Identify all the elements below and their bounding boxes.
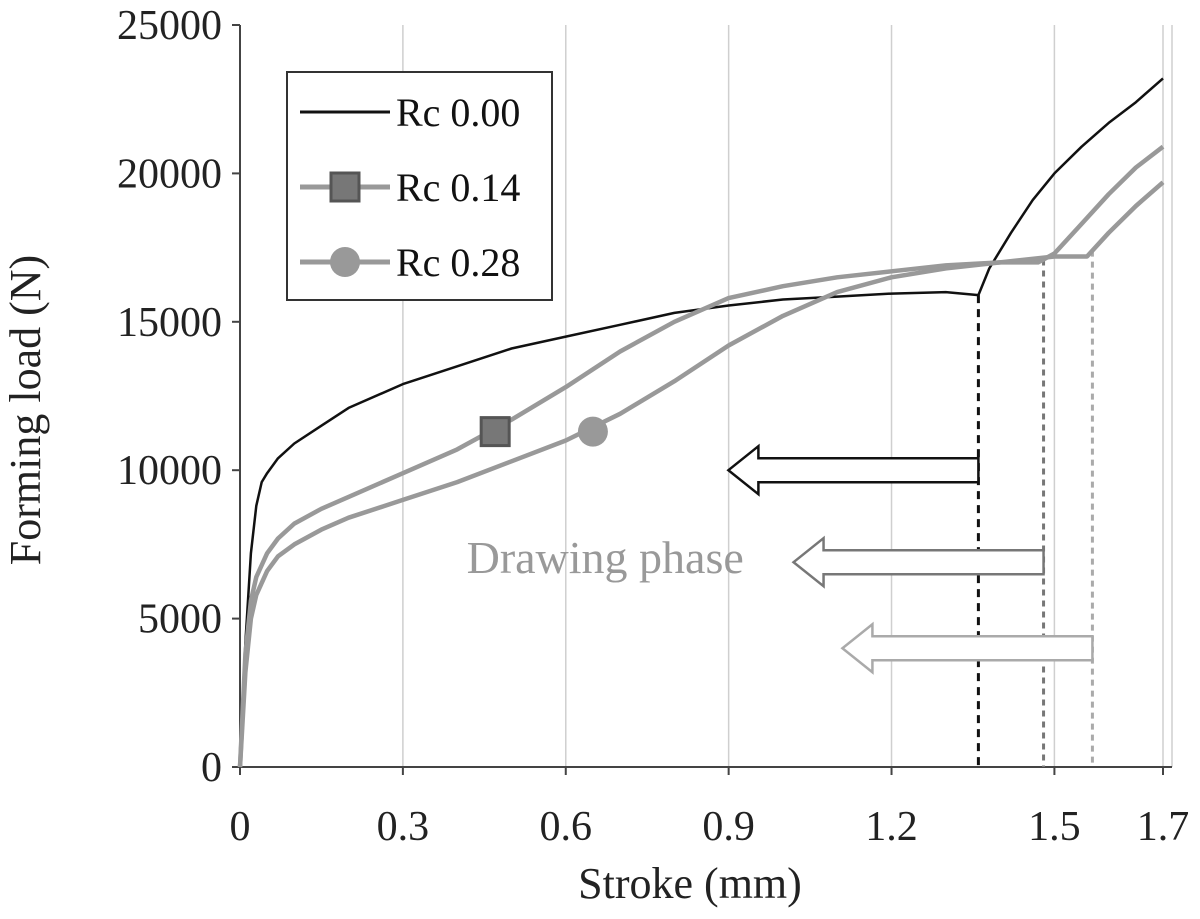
legend: Rc 0.00 Rc 0.14 Rc 0.28 (286, 71, 553, 301)
legend-label: Rc 0.00 (396, 90, 520, 135)
x-tick-label: 0 (230, 804, 251, 850)
legend-label: Rc 0.28 (396, 240, 520, 285)
y-tick-label: 20000 (117, 151, 222, 197)
axes (239, 25, 1172, 768)
y-tick-labels: 0 5000 10000 15000 20000 25000 (117, 3, 240, 791)
x-tick-label: 1.7 (1137, 804, 1190, 850)
x-axis-title: Stroke (mm) (578, 859, 802, 908)
y-tick-label: 5000 (138, 597, 222, 643)
left-arrow-icon (791, 535, 1045, 589)
drawing-phase-arrows (726, 443, 1094, 675)
left-arrow-icon (840, 621, 1094, 675)
y-tick-label: 25000 (117, 3, 222, 49)
x-tick-labels: 0 0.3 0.6 0.9 1.2 1.5 1.7 (230, 767, 1190, 850)
x-tick-label: 0.9 (702, 804, 755, 850)
square-marker (479, 416, 511, 448)
legend-entry-rc-000: Rc 0.00 (300, 90, 520, 135)
series-markers (479, 416, 608, 448)
x-tick-label: 1.5 (1028, 804, 1081, 850)
x-tick-label: 0.3 (377, 804, 430, 850)
series-line (238, 77, 1164, 768)
legend-entry-rc-014: Rc 0.14 (300, 165, 520, 210)
legend-entry-rc-028: Rc 0.28 (300, 240, 520, 285)
x-tick-label: 0.6 (540, 804, 593, 850)
legend-label: Rc 0.14 (396, 165, 520, 210)
y-axis-title: Forming load (N) (1, 255, 50, 565)
y-tick-label: 10000 (117, 448, 222, 494)
legend-circle-marker-icon (330, 247, 360, 277)
x-tick-label: 1.2 (865, 804, 918, 850)
y-tick-label: 15000 (117, 300, 222, 346)
annotation-drawing-phase: Drawing phase (467, 532, 744, 583)
legend-square-marker-icon (329, 171, 361, 203)
transition-lines (976, 250, 1094, 767)
left-arrow-icon (726, 443, 980, 497)
circle-marker (577, 416, 608, 447)
y-tick-label: 0 (201, 745, 222, 791)
